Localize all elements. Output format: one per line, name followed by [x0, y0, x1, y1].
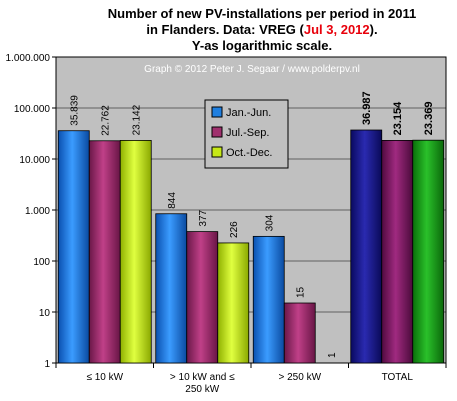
- y-tick-label: 1.000: [25, 206, 50, 217]
- category-label: 250 kW: [185, 384, 219, 395]
- bar-jul-sep-: [283, 302, 316, 364]
- y-tick-label: 100.000: [14, 104, 51, 115]
- data-label: 23.142: [132, 104, 143, 135]
- bar-total: [350, 129, 383, 364]
- bar-total: [412, 139, 445, 364]
- data-label: 226: [229, 221, 240, 238]
- legend-label: Oct.-Dec.: [226, 147, 272, 159]
- data-label: 23.154: [392, 101, 404, 136]
- y-tick-label: 10.000: [19, 155, 50, 166]
- category-label: TOTAL: [382, 372, 414, 383]
- data-labels: 35.839 22.762 23.142 844 377 226 304 15 1 36.987 2…: [70, 91, 436, 358]
- bar-total: [381, 140, 414, 364]
- legend-swatch: [211, 106, 223, 118]
- bars: [57, 129, 445, 364]
- y-tick-label: 1: [44, 359, 50, 370]
- bar-jul-sep-: [88, 140, 121, 364]
- category-label: ≤ 10 kW: [86, 372, 123, 383]
- legend-label: Jan.-Jun.: [226, 107, 271, 119]
- bar-jul-sep-: [186, 231, 219, 364]
- data-label: 844: [167, 192, 178, 209]
- title-date: Jul 3, 2012: [304, 22, 370, 37]
- category-label: > 10 kW and ≤: [170, 372, 235, 383]
- category-label: > 250 kW: [278, 372, 321, 383]
- y-tick-label: 1.000.000: [6, 53, 51, 64]
- chart-subtitle: Y-as logarithmic scale.: [192, 38, 332, 53]
- bar-oct-dec-: [217, 242, 250, 364]
- data-label: 304: [265, 214, 276, 231]
- legend-swatch: [211, 126, 223, 138]
- bar-jan-jun-: [57, 130, 90, 364]
- chart-credit: Graph © 2012 Peter J. Segaar / www.polde…: [144, 64, 360, 75]
- legend-label: Jul.-Sep.: [226, 127, 269, 139]
- data-label: 377: [198, 209, 209, 226]
- data-label: 36.987: [361, 91, 373, 125]
- y-tick-label: 10: [39, 308, 51, 319]
- x-axis-categories: ≤ 10 kW > 10 kW and ≤250 kW > 250 kW TOTAL: [55, 363, 447, 395]
- y-tick-label: 100: [33, 257, 50, 268]
- data-label: 35.839: [70, 95, 81, 126]
- data-label: 15: [296, 286, 307, 298]
- y-axis-ticks: 1 10 100 1.000 10.000 100.000 1.000.000: [6, 53, 56, 370]
- data-label: 22.762: [101, 105, 112, 136]
- legend-swatch: [211, 146, 223, 158]
- data-label: 1: [327, 352, 338, 358]
- bar-jan-jun-: [252, 235, 285, 364]
- bar-jan-jun-: [155, 213, 188, 364]
- data-label: 23.369: [423, 102, 435, 136]
- chart-title-line-1: Number of new PV-installations per perio…: [108, 6, 416, 21]
- legend: Jan.-Jun. Jul.-Sep. Oct.-Dec.: [204, 99, 289, 169]
- bar-oct-dec-: [119, 140, 152, 364]
- chart-title-line-2: in Flanders. Data: VREG (Jul 3, 2012).: [146, 22, 377, 37]
